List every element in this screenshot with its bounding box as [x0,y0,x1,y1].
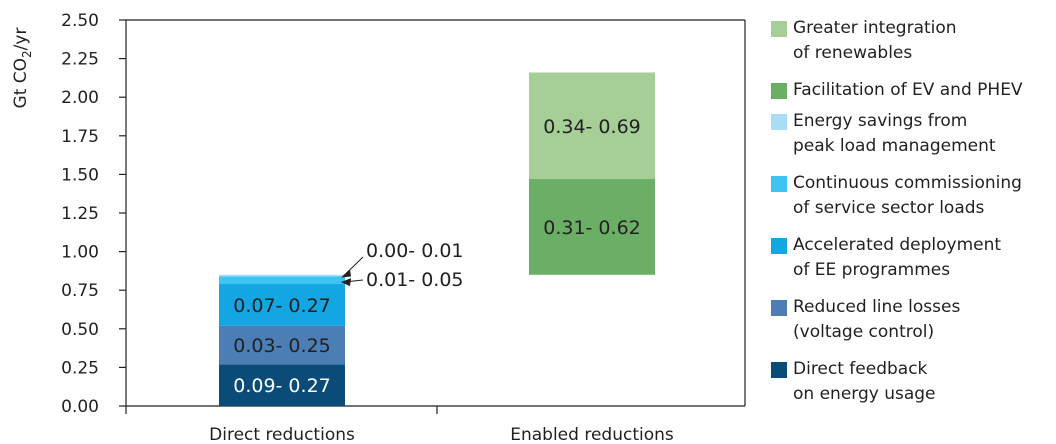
legend-swatch [771,176,787,192]
legend-swatch [771,21,787,37]
bar-segment [219,284,345,326]
legend-label: Facilitation of EV and PHEV [793,80,1023,100]
y-tick-label: 1.75 [61,127,99,147]
segment-value-label: 0.07- 0.27 [233,295,331,317]
y-tick-label: 1.25 [61,204,99,224]
bar-segment [219,274,345,277]
y-tick-label: 2.25 [61,50,99,70]
callout-value-label: 0.00- 0.01 [366,240,464,262]
legend-swatch [771,83,787,99]
y-tick-label: 0.75 [61,281,99,301]
legend-item: Facilitation of EV and PHEV [771,80,1056,111]
y-tick-label: 0.00 [61,397,99,417]
bars: 0.09- 0.27 0.03- 0.25 0.07- 0.27 0.31- 0.62… [219,72,655,406]
bar-segment [219,276,345,285]
y-tick-label: 0.50 [61,320,99,340]
x-category-label: Enabled reductions [510,425,674,444]
legend-item: Accelerated deployment of EE programmes [771,235,1056,297]
legend-item: Direct feedback on energy usage [771,359,1056,421]
legend-item: Energy savings from peak load management [771,111,1056,173]
axes: 0.00 0.25 0.50 0.75 1.00 1.25 1.50 1.75 2.00 2.25… [61,11,746,444]
y-tick-label: 2.50 [61,11,99,31]
callout-arrowhead [341,269,351,278]
legend-item: Greater integration of renewables [771,18,1056,80]
segment-value-label: 0.03- 0.25 [233,335,331,357]
annotations: 0.01- 0.05 0.00- 0.01 [341,240,464,291]
legend-swatch [771,300,787,316]
legend-label: Greater integration of renewables [793,18,957,63]
legend-label: Continuous commissioning of service sect… [793,173,1022,218]
segment-value-label: 0.34- 0.69 [543,116,641,138]
legend-swatch [771,362,787,378]
legend-label: Direct feedback on energy usage [793,359,936,404]
bar-segment [219,364,345,406]
legend-swatch [771,114,787,130]
segment-value-label: 0.31- 0.62 [543,217,641,239]
bar-segment [219,325,345,365]
y-tick-label: 0.25 [61,358,99,378]
bar-segment [529,72,655,180]
legend-label: Reduced line losses (voltage control) [793,297,961,342]
legend: Greater integration of renewables Facilit… [771,18,1056,421]
callout-arrowhead [341,278,351,287]
x-category-label: Direct reductions [209,425,355,444]
legend-label: Accelerated deployment of EE programmes [793,235,1002,280]
y-tick-label: 1.00 [61,243,99,263]
y-tick-label: 2.00 [61,88,99,108]
legend-swatch [771,238,787,254]
segment-value-label: 0.09- 0.27 [233,375,331,397]
chart: Gt CO2/yr 0.00 0.25 0.50 0.75 1.00 1.25 1.50 1.… [11,11,746,444]
y-tick-label: 1.50 [61,165,99,185]
legend-item: Reduced line losses (voltage control) [771,297,1056,359]
legend-item: Continuous commissioning of service sect… [771,173,1056,235]
bar-segment [529,179,655,275]
y-axis-label: Gt CO2/yr [11,28,34,109]
legend-label: Energy savings from peak load management [793,111,996,156]
callout-value-label: 0.01- 0.05 [366,269,464,291]
